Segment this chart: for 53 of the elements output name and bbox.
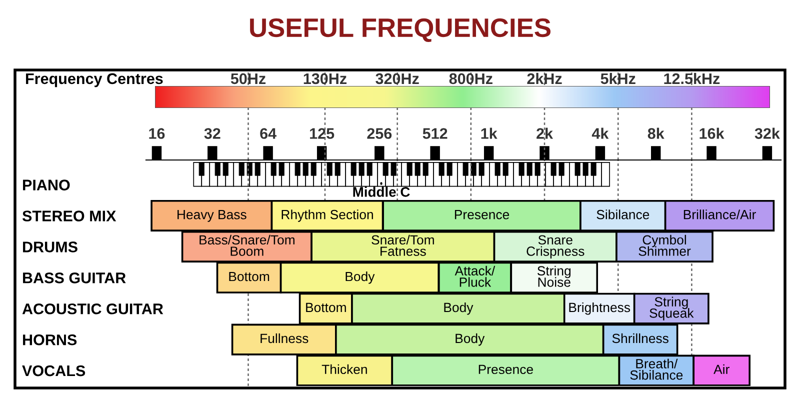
x-tick-label: 8k — [648, 128, 664, 139]
annotation: Middle C — [353, 186, 410, 197]
x-tick-label: 32 — [204, 128, 220, 139]
x-tick-label: 16 — [149, 128, 165, 139]
y-tick-label: PIANO — [23, 180, 70, 190]
x-tick-label: 256 — [367, 128, 392, 139]
y-tick-label: ACOUSTIC GUITAR — [22, 303, 164, 314]
y-tick-label: HORNS — [23, 334, 77, 346]
x-tick-label: 2k — [536, 128, 554, 139]
data-label: Breath/ Sibilance — [630, 358, 683, 380]
data-label: Heavy Bass — [178, 210, 246, 222]
data-label: Bass/Snare/Tom Boom — [200, 234, 294, 256]
data-label: Snare/Tom Fatness — [372, 234, 434, 256]
data-label: Snare Crispness — [526, 235, 584, 259]
data-label: Sibilance — [596, 210, 650, 220]
x-tick-label: 512 — [422, 128, 448, 139]
data-label: Air — [714, 364, 730, 374]
x-tick-label: 64 — [260, 128, 276, 139]
ref-line-label: 800Hz — [449, 73, 492, 84]
data-label: String Squeak — [650, 296, 694, 320]
x-tick-label: 32k — [754, 128, 780, 139]
data-label: Attack/ Pluck — [454, 266, 496, 287]
y-tick-label: BASS GUITAR — [23, 272, 126, 284]
data-label: Presence — [454, 210, 510, 220]
y-tick-label: STEREO MIX — [22, 210, 116, 222]
x-tick-label: 16k — [700, 128, 724, 139]
y-tick-label: VOCALS — [22, 365, 86, 376]
data-label: Bottom — [229, 272, 270, 282]
data-label: Brilliance/Air — [684, 210, 756, 220]
data-label: Brightness — [569, 302, 630, 315]
data-label: Body — [444, 302, 474, 315]
y-tick-label: DRUMS — [23, 242, 78, 252]
data-label: Shrillness — [612, 333, 668, 344]
x-tick-label: 125 — [310, 128, 334, 139]
data-label: Body — [346, 271, 375, 284]
data-label: String Noise — [537, 266, 571, 287]
data-label: Body — [456, 333, 485, 346]
ref-line-label: 2kHz — [527, 72, 562, 84]
x-tick-label: 1k — [481, 128, 498, 139]
data-label: Presence — [478, 364, 533, 374]
data-label: Bottom — [306, 302, 346, 312]
ref-line-label: 130Hz — [304, 73, 347, 84]
data-label: Fullness — [260, 333, 308, 344]
data-label: Cymbol Shimmer — [638, 234, 691, 256]
chart-title: USEFUL FREQUENCIES — [250, 18, 550, 42]
ref-line-label: 5kHz — [600, 72, 636, 84]
ref-line-label: 12.5kHz — [664, 72, 720, 84]
data-label: Thicken — [322, 364, 367, 374]
x-tick-label: 4k — [592, 128, 609, 139]
ref-line-label: 50Hz — [230, 73, 266, 84]
data-label: Rhythm Section — [282, 210, 373, 222]
ref-line-label: 320Hz — [376, 73, 419, 84]
text: Frequency Centres — [26, 73, 163, 88]
